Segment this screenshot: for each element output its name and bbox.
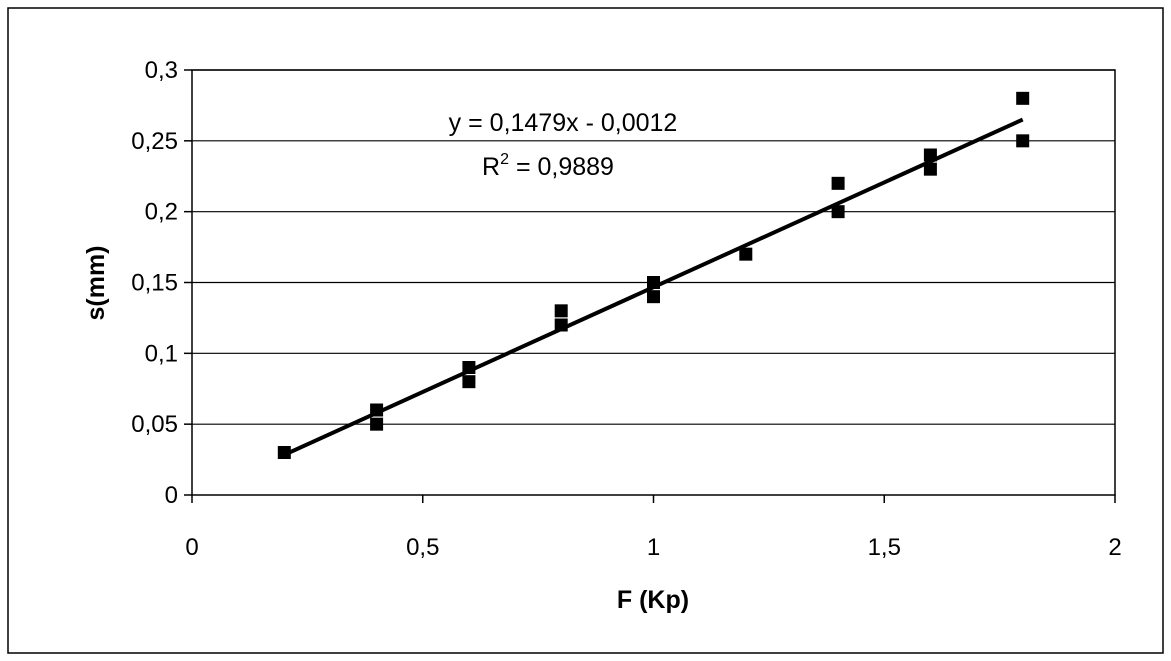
data-point (370, 403, 384, 417)
x-tick-label: 1 (647, 534, 660, 561)
y-tick-label: 0,05 (131, 411, 178, 438)
chart-border (7, 7, 1164, 654)
trendline-r-squared: R2 = 0,9889 (482, 151, 614, 181)
data-point (370, 417, 384, 431)
y-tick-label: 0,1 (145, 340, 178, 367)
r2-value: = 0,9889 (509, 153, 614, 181)
data-point (647, 290, 660, 304)
data-point (462, 361, 476, 374)
y-tick-labels: 0 0,05 0,1 0,15 0,2 0,25 0,3 (131, 57, 178, 509)
x-tick-label: 0,5 (406, 534, 439, 561)
data-point (1016, 91, 1030, 105)
y-tick-label: 0,2 (145, 199, 178, 226)
data-point (831, 176, 845, 190)
x-tick-label: 1,5 (868, 534, 901, 561)
data-points (277, 91, 1030, 459)
data-point (647, 276, 660, 289)
y-tick-label: 0,15 (131, 270, 178, 297)
y-tick-label: 0 (165, 482, 178, 509)
r2-superscript: 2 (500, 151, 509, 168)
data-point (831, 205, 845, 219)
data-point (1016, 134, 1030, 148)
data-point (923, 162, 937, 176)
y-axis-title: s(mm) (82, 245, 110, 320)
x-tick-labels: 0 0,5 1 1,5 2 (185, 534, 1121, 561)
data-point (462, 375, 476, 389)
x-tick-label: 2 (1108, 534, 1121, 561)
data-point (277, 446, 291, 459)
data-point (554, 318, 568, 332)
y-tick-label: 0,25 (131, 128, 178, 155)
x-axis-title: F (Kp) (617, 586, 689, 614)
data-point (554, 304, 568, 318)
axis-ticks (184, 69, 1116, 503)
trendline-equation: y = 0,1479x - 0,0012 (449, 109, 678, 137)
data-point (923, 148, 937, 162)
data-point (739, 247, 753, 261)
x-tick-label: 0 (185, 534, 198, 561)
r2-prefix: R (482, 153, 500, 181)
y-tick-label: 0,3 (145, 57, 178, 84)
